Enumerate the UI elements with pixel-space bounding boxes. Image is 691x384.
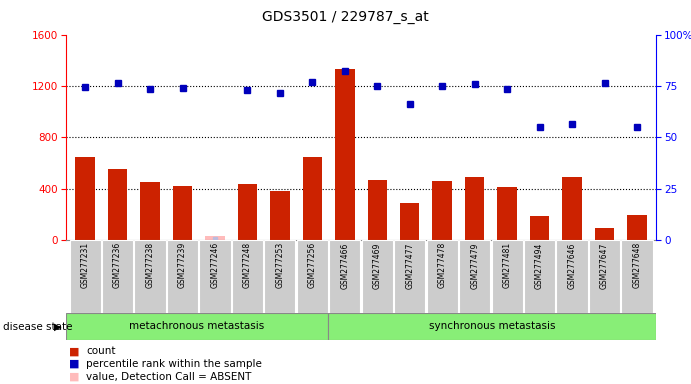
Text: ■: ■: [69, 346, 79, 356]
Bar: [173, 186, 192, 240]
Text: GSM277466: GSM277466: [340, 242, 350, 288]
Bar: [400, 203, 419, 240]
Text: GSM277231: GSM277231: [81, 242, 90, 288]
Text: percentile rank within the sample: percentile rank within the sample: [86, 359, 263, 369]
Text: ■: ■: [69, 359, 79, 369]
Text: GSM277253: GSM277253: [276, 242, 285, 288]
Text: GSM277238: GSM277238: [146, 242, 155, 288]
Text: GDS3501 / 229787_s_at: GDS3501 / 229787_s_at: [262, 10, 429, 23]
Text: GSM277647: GSM277647: [600, 242, 609, 288]
Bar: [335, 69, 354, 240]
Text: GSM277469: GSM277469: [372, 242, 382, 288]
Bar: [562, 177, 582, 240]
Text: value, Detection Call = ABSENT: value, Detection Call = ABSENT: [86, 372, 252, 382]
Text: count: count: [86, 346, 116, 356]
Bar: [524, 240, 555, 313]
Bar: [135, 240, 166, 313]
Bar: [303, 157, 322, 240]
Text: GSM277236: GSM277236: [113, 242, 122, 288]
Bar: [491, 240, 522, 313]
Bar: [75, 157, 95, 240]
Bar: [238, 184, 257, 240]
Text: disease state: disease state: [3, 322, 73, 332]
Text: GSM277477: GSM277477: [405, 242, 414, 288]
Text: GSM277246: GSM277246: [211, 242, 220, 288]
Bar: [265, 240, 296, 313]
Text: GSM277479: GSM277479: [470, 242, 479, 288]
Bar: [270, 191, 290, 240]
Bar: [426, 240, 457, 313]
Bar: [459, 240, 490, 313]
Bar: [589, 240, 620, 313]
Bar: [167, 240, 198, 313]
Bar: [621, 240, 652, 313]
Bar: [556, 240, 587, 313]
Text: GSM277256: GSM277256: [308, 242, 317, 288]
Bar: [205, 236, 225, 240]
Bar: [232, 240, 263, 313]
Text: GSM277494: GSM277494: [535, 242, 544, 288]
Text: GSM277248: GSM277248: [243, 242, 252, 288]
Bar: [108, 169, 127, 240]
Bar: [627, 215, 647, 240]
Text: GSM277481: GSM277481: [502, 242, 511, 288]
Text: synchronous metastasis: synchronous metastasis: [429, 321, 556, 331]
Bar: [102, 240, 133, 313]
Bar: [394, 240, 426, 313]
Text: GSM277478: GSM277478: [437, 242, 446, 288]
Bar: [200, 240, 231, 313]
Bar: [498, 187, 517, 240]
Bar: [140, 182, 160, 240]
Text: GSM277646: GSM277646: [567, 242, 576, 288]
Bar: [296, 240, 328, 313]
Bar: [361, 240, 393, 313]
Text: GSM277239: GSM277239: [178, 242, 187, 288]
Text: ▶: ▶: [54, 322, 61, 332]
Bar: [530, 215, 549, 240]
Bar: [433, 181, 452, 240]
Bar: [328, 313, 656, 340]
Bar: [368, 180, 387, 240]
Text: metachronous metastasis: metachronous metastasis: [129, 321, 265, 331]
Bar: [66, 313, 328, 340]
Bar: [465, 177, 484, 240]
Text: GSM277648: GSM277648: [632, 242, 641, 288]
Text: ■: ■: [69, 372, 79, 382]
Bar: [595, 228, 614, 240]
Bar: [329, 240, 361, 313]
Bar: [70, 240, 101, 313]
